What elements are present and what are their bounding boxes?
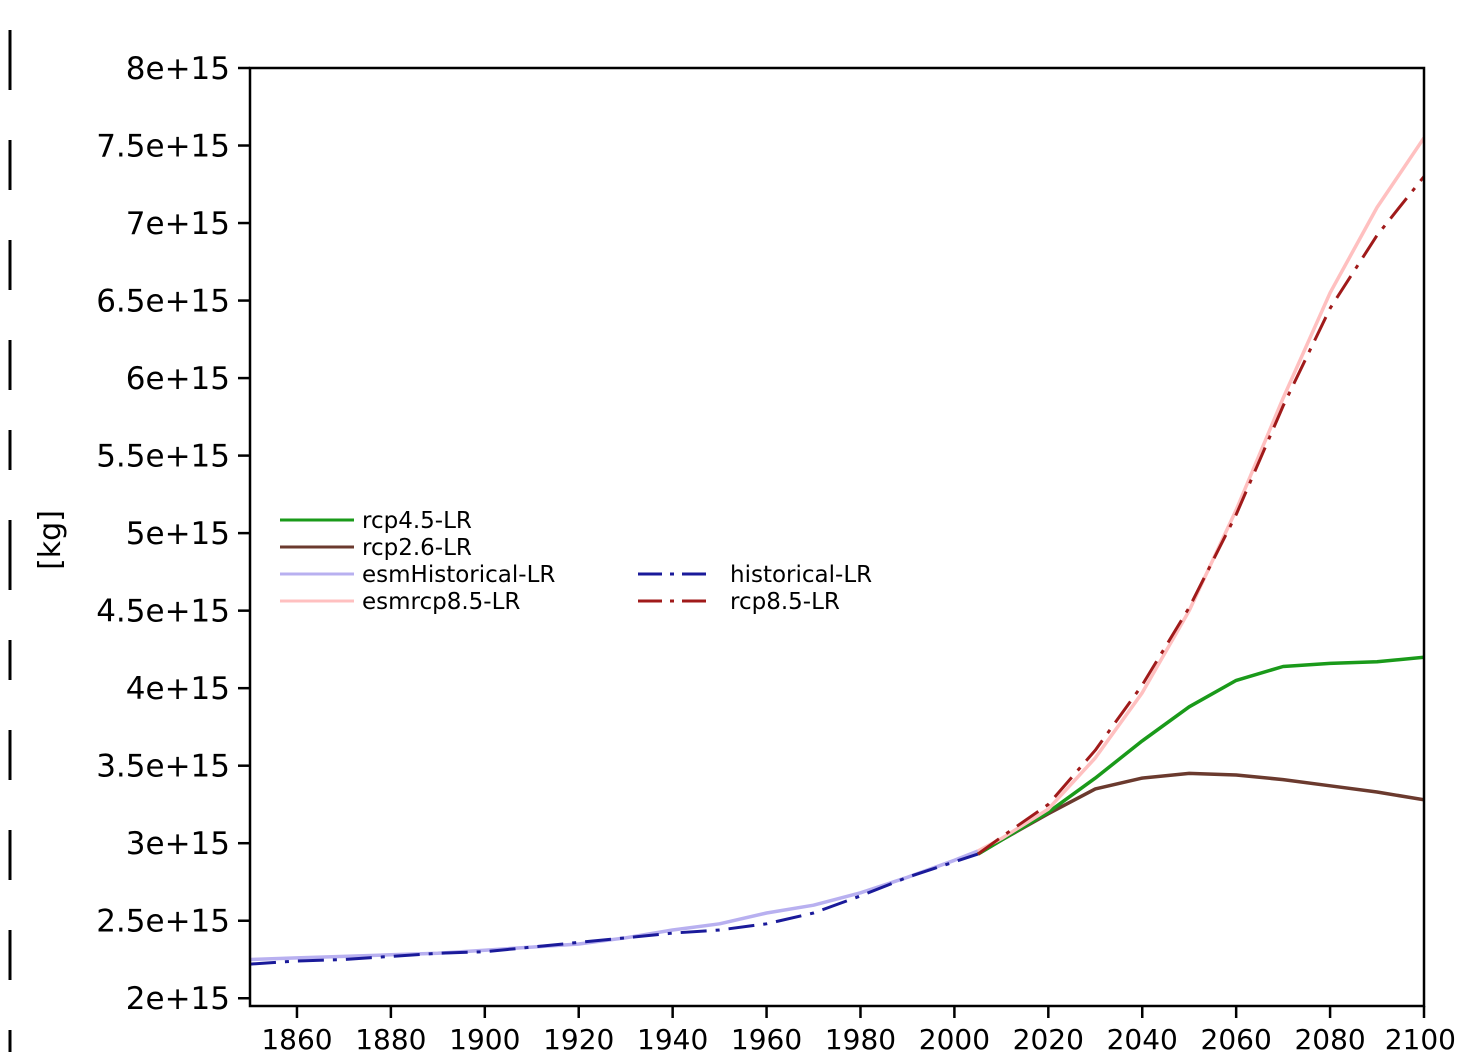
legend-label: rcp8.5-LR [730,589,840,615]
y-tick-label: 8e+15 [126,51,230,87]
y-tick-label: 5.5e+15 [96,439,230,475]
x-tick-label: 1960 [731,1023,802,1052]
plot-area [250,136,1424,966]
x-tick-label: 1860 [261,1023,332,1052]
legend-label: rcp2.6-LR [362,535,472,561]
x-tick-label: 2080 [1294,1023,1365,1052]
x-tick-label: 1900 [449,1023,520,1052]
series-line-esmrcp8-5-lr [977,136,1424,853]
legend-label: rcp4.5-LR [362,508,472,534]
plot-frame [248,66,1426,1008]
y-tick-label: 4.5e+15 [96,594,230,630]
y-tick-label: 3e+15 [126,826,230,862]
x-tick-label: 1880 [355,1023,426,1052]
series-line-rcp4-5-lr [977,655,1424,856]
legend-label: esmrcp8.5-LR [362,589,520,615]
legend-label: esmHistorical-LR [362,562,555,588]
x-tick-label: 1940 [637,1023,708,1052]
series-line-rcp8-5-lr [977,175,1424,856]
x-tick-label: 1980 [825,1023,896,1052]
y-tick-label: 6.5e+15 [96,284,230,320]
y-tick-label: 4e+15 [126,671,230,707]
series-line-esmhistorical-lr [250,849,979,962]
y-tick-label: 3.5e+15 [96,749,230,785]
y-tick-label: 7.5e+15 [96,129,230,165]
y-tick-label: 5e+15 [126,516,230,552]
x-tick-label: 2060 [1201,1023,1272,1052]
x-tick-label: 2020 [1013,1023,1084,1052]
legend-label: historical-LR [730,562,872,588]
y-tick-label: 6e+15 [126,361,230,397]
x-tick-label: 2040 [1107,1023,1178,1052]
legend: rcp4.5-LRrcp2.6-LResmHistorical-LResmrcp… [280,508,872,615]
x-tick-label: 2000 [919,1023,990,1052]
y-tick-label: 2.5e+15 [96,904,230,940]
series-line-historical-lr [250,852,979,966]
y-tick-label: 2e+15 [126,981,230,1017]
axes: 2e+15 2.5e+15 3e+15 3.5e+15 4e+15 4.5e+15 5e+1… [96,51,1456,1052]
y-axis-label: [kg] [33,510,68,570]
y-tick-label: 7e+15 [126,206,230,242]
x-tick-label: 2100 [1385,1023,1456,1052]
x-tick-label: 1920 [543,1023,614,1052]
